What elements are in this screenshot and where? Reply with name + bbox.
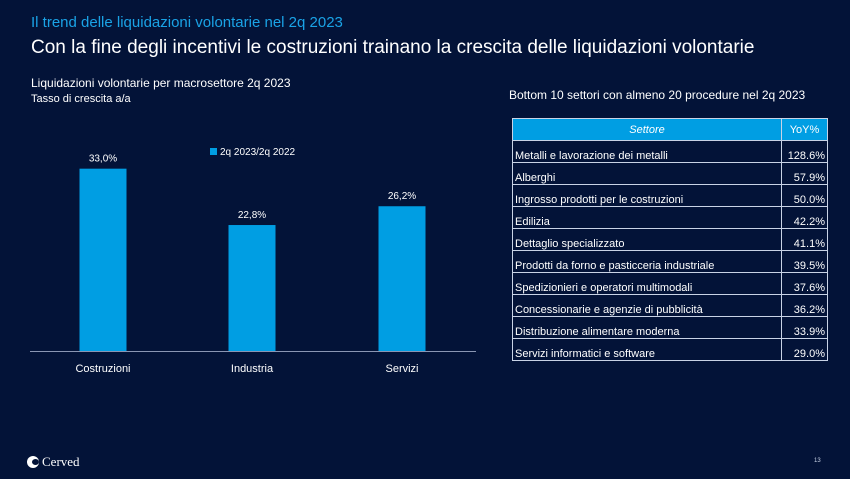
sector-name: Concessionarie e agenzie di pubblicità [512,294,782,317]
logo-text: Cerved [42,454,80,469]
table-title: Bottom 10 settori con almeno 20 procedur… [509,88,806,102]
data-label: 22,8% [238,210,266,221]
page-number: 13 [814,458,821,464]
sector-yoy: 41.1% [781,228,828,251]
table-row: Distribuzione alimentare moderna 33.9% [512,316,828,339]
sector-yoy: 57.9% [781,162,828,185]
table-row: Edilizia 42.2% [512,206,828,229]
chart-title: Liquidazioni volontarie per macrosettore… [31,76,291,90]
sector-name: Prodotti da forno e pasticceria industri… [512,250,782,273]
table-row: Spedizionieri e operatori multimodali 37… [512,272,828,295]
bar-servizi [378,206,426,351]
cerved-logo: Cerved [27,454,80,470]
bar-industria [228,225,276,351]
sector-name: Servizi informatici e software [512,338,782,361]
sector-yoy: 36.2% [781,294,828,317]
sectors-table: Settore YoY% Metalli e lavorazione dei m… [512,118,828,361]
column-header-yoy: YoY% [781,118,828,141]
sector-yoy: 37.6% [781,272,828,295]
sector-name: Spedizionieri e operatori multimodali [512,272,782,295]
table-row: Concessionarie e agenzie di pubblicità 3… [512,294,828,317]
table-row: Prodotti da forno e pasticceria industri… [512,250,828,273]
table-row: Alberghi 57.9% [512,162,828,185]
slide-headline: Con la fine degli incentivi le costruzio… [31,37,755,58]
sector-name: Alberghi [512,162,782,185]
category-label: Servizi [385,363,418,375]
table-row: Metalli e lavorazione dei metalli 128.6% [512,140,828,163]
sector-name: Dettaglio specializzato [512,228,782,251]
sector-name: Ingrosso prodotti per le costruzioni [512,184,782,207]
table-row: Ingrosso prodotti per le costruzioni 50.… [512,184,828,207]
legend-label: 2q 2023/2q 2022 [220,147,296,158]
table-row: Servizi informatici e software 29.0% [512,338,828,361]
table-row: Dettaglio specializzato 41.1% [512,228,828,251]
sector-yoy: 42.2% [781,206,828,229]
column-header-sector: Settore [512,118,782,141]
data-label: 26,2% [388,191,416,202]
bar-costruzioni [79,168,127,351]
table-header-row: Settore YoY% [512,118,828,141]
sector-name: Distribuzione alimentare moderna [512,316,782,339]
sector-yoy: 29.0% [781,338,828,361]
sector-yoy: 128.6% [781,140,828,163]
sector-yoy: 33.9% [781,316,828,339]
sector-yoy: 39.5% [781,250,828,273]
sector-name: Metalli e lavorazione dei metalli [512,140,782,163]
category-label: Industria [231,363,274,375]
category-label: Costruzioni [75,363,130,375]
cerved-logo-icon [27,456,39,468]
bar-chart: 2q 2023/2q 2022 33,0% Costruzioni 22,8% Indu… [30,147,476,375]
data-label: 33,0% [89,154,117,165]
slide-kicker: Il trend delle liquidazioni volontarie n… [31,14,343,31]
sector-yoy: 50.0% [781,184,828,207]
chart-subtitle: Tasso di crescita a/a [31,93,131,105]
legend-swatch [210,148,217,155]
sector-name: Edilizia [512,206,782,229]
